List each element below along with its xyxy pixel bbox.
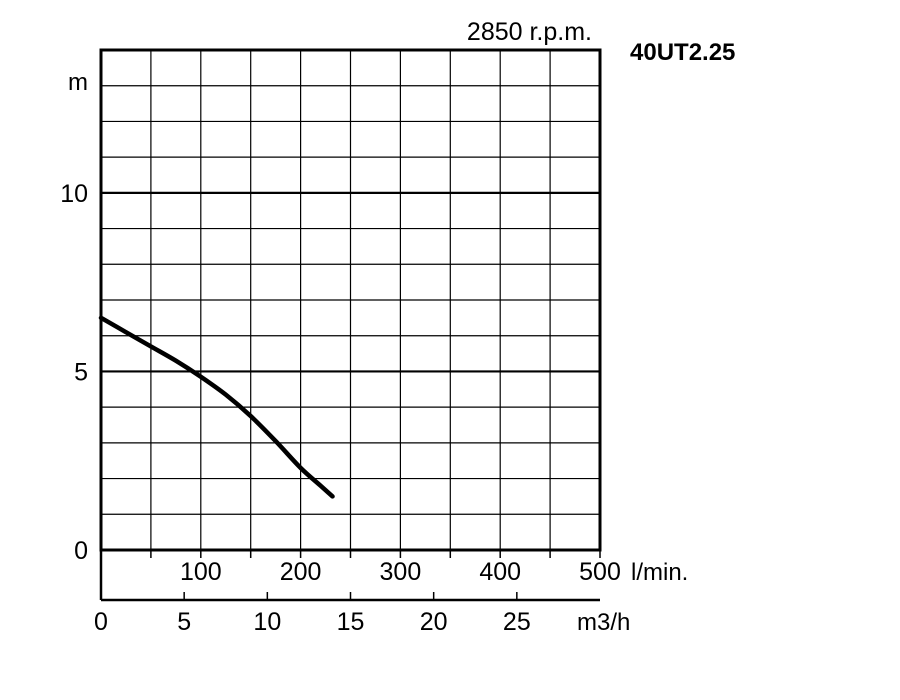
x-axis-label-m3h: m3/h — [577, 609, 630, 636]
model-title: 40UT2.25 — [630, 39, 735, 66]
x-tick-labels-lmin: 100 200 300 400 500 — [180, 558, 621, 586]
x-tick-label-m3h: 25 — [503, 608, 531, 636]
x-tick-label-m3h: 5 — [177, 608, 191, 636]
head-flow-curve — [98, 315, 335, 499]
y-tick-label: 10 — [60, 180, 88, 208]
y-tick-label: 5 — [74, 358, 88, 386]
y-tick-labels: 0 5 10 — [60, 180, 88, 565]
x-tick-label-lmin: 400 — [479, 558, 521, 586]
y-tick-label: 0 — [74, 537, 88, 565]
plot-frame — [99, 48, 602, 602]
x-tick-label-m3h: 0 — [94, 608, 108, 636]
x-tick-label-lmin: 200 — [280, 558, 322, 586]
x-tick-labels-m3h: 0 5 10 15 20 25 — [94, 608, 531, 636]
x-tick-label-m3h: 20 — [420, 608, 448, 636]
grid-lines — [101, 50, 600, 550]
x-tick-label-m3h: 15 — [337, 608, 365, 636]
x-tick-label-lmin: 100 — [180, 558, 222, 586]
x-tick-label-lmin: 500 — [579, 558, 621, 586]
x-tick-label-lmin: 300 — [380, 558, 422, 586]
x-tick-label-m3h: 10 — [253, 608, 281, 636]
y-axis-label: m — [68, 69, 88, 96]
x-axis-label-lmin: l/min. — [631, 559, 688, 586]
curve-layer — [98, 315, 335, 499]
speed-label: 2850 r.p.m. — [467, 18, 592, 46]
